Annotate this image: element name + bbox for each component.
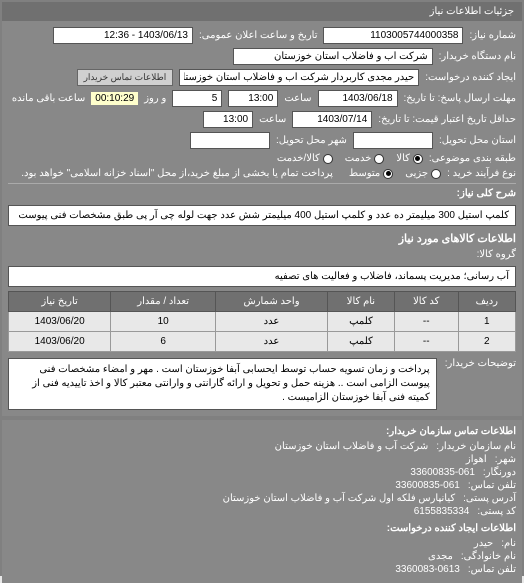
table-row: 1--کلمپعدد101403/06/20 <box>9 312 516 332</box>
table-row: 2--کلمپعدد61403/06/20 <box>9 332 516 352</box>
radio-icon <box>374 154 384 164</box>
radio-icon <box>413 154 423 164</box>
contact-fax-label: دورنگار: <box>483 467 516 478</box>
contact-phone-value: 33600835-061 <box>395 480 460 491</box>
validity-label: حداقل تاریخ اعتبار قیمت: تا تاریخ: <box>378 114 516 125</box>
contact-postal-label: کد پستی: <box>477 506 516 517</box>
purchase-note: پرداخت تمام یا بخشی از مبلغ خرید،از محل … <box>21 168 333 179</box>
goods-section-title: اطلاعات کالاهای مورد نیاز <box>8 232 516 245</box>
buyer-org-input[interactable] <box>233 48 433 65</box>
table-cell: 10 <box>111 312 216 332</box>
purchase-radio-medium[interactable]: متوسط <box>349 168 393 179</box>
table-cell: 1403/06/20 <box>9 312 111 332</box>
days-input[interactable] <box>172 90 222 107</box>
creator-name-value: حیدر <box>474 538 493 549</box>
purchase-type-label: نوع فرآیند خرید : <box>447 168 516 179</box>
buyer-note-label: توضیحات خریدار: <box>445 358 516 369</box>
table-cell: -- <box>394 312 458 332</box>
table-header: تاریخ نیاز <box>9 292 111 312</box>
remaining-label: ساعت باقی مانده <box>12 93 85 104</box>
contact-city-value: اهواز <box>466 454 487 465</box>
creator-section-title: اطلاعات ایجاد کننده درخواست: <box>8 523 516 534</box>
header-bar: جزئیات اطلاعات نیاز <box>2 2 522 21</box>
contact-phone-label: تلفن تماس: <box>468 480 516 491</box>
deadline-label: مهلت ارسال پاسخ: تا تاریخ: <box>404 93 516 104</box>
table-cell: کلمپ <box>327 312 394 332</box>
table-header: نام کالا <box>327 292 394 312</box>
table-cell: 6 <box>111 332 216 352</box>
table-cell: عدد <box>216 332 328 352</box>
announce-datetime-input[interactable] <box>53 27 193 44</box>
announce-label: تاریخ و ساعت اعلان عمومی: <box>199 30 318 41</box>
creator-name-label: نام: <box>501 538 516 549</box>
radio-icon <box>431 169 441 179</box>
contact-address-label: آدرس پستی: <box>463 493 516 504</box>
table-header: واحد شمارش <box>216 292 328 312</box>
creator-family-label: نام خانوادگی: <box>461 551 516 562</box>
deadline-time-input[interactable] <box>228 90 278 107</box>
table-cell: کلمپ <box>327 332 394 352</box>
creator-phone-value: 3360083-0613 <box>395 564 460 575</box>
packaging-radio-kala[interactable]: کالا <box>396 153 423 164</box>
table-header: ردیف <box>458 292 515 312</box>
packaging-label: طبقه بندی موضوعی: <box>429 153 516 164</box>
purchase-type-radio-group: جزیی متوسط <box>349 168 441 179</box>
requester-label: ایجاد کننده درخواست: <box>425 72 516 83</box>
packaging-radio-khedmat[interactable]: خدمت <box>345 153 385 164</box>
delivery-province-input[interactable] <box>353 132 433 149</box>
buyer-note-box: پرداخت و زمان تسویه حساب توسط ایحسابی آب… <box>8 358 437 410</box>
deadline-date-input[interactable] <box>318 90 398 107</box>
contact-postal-value: 6155835334 <box>414 506 470 517</box>
table-cell: عدد <box>216 312 328 332</box>
request-number-input[interactable] <box>323 27 463 44</box>
delivery-city-label: شهر محل تحویل: <box>276 135 347 146</box>
requester-input[interactable] <box>179 69 419 86</box>
contact-city-label: شهر: <box>495 454 516 465</box>
contact-info-button[interactable]: اطلاعات تماس خریدار <box>77 69 174 86</box>
contact-fax-value: 33600835-061 <box>410 467 475 478</box>
creator-phone-label: تلفن تماس: <box>468 564 516 575</box>
request-number-label: شماره نیاز: <box>469 30 516 41</box>
table-header-row: ردیف کد کالا نام کالا واحد شمارش تعداد /… <box>9 292 516 312</box>
days-label: و روز <box>144 93 166 104</box>
buyer-org-label: نام دستگاه خریدار: <box>439 51 516 62</box>
countdown-timer: 00:10:29 <box>91 92 138 105</box>
delivery-city-input[interactable] <box>190 132 270 149</box>
description-box: کلمپ استیل 300 میلیمتر ده عدد و کلمپ است… <box>8 205 516 226</box>
table-header: تعداد / مقدار <box>111 292 216 312</box>
validity-time-input[interactable] <box>203 111 253 128</box>
contact-address-value: کیانپارس فلکه اول شرکت آب و فاضلاب استان… <box>223 493 456 504</box>
packaging-radio-both[interactable]: کالا/خدمت <box>277 153 333 164</box>
table-cell: 1 <box>458 312 515 332</box>
time-label-2: ساعت <box>259 114 286 125</box>
packaging-radio-group: کالا خدمت کالا/خدمت <box>277 153 423 164</box>
radio-icon <box>383 169 393 179</box>
goods-group-box: آب رسانی؛ مدیریت پسماند، فاضلاب و فعالیت… <box>8 266 516 287</box>
header-title: جزئیات اطلاعات نیاز <box>430 6 514 17</box>
time-label-1: ساعت <box>284 93 311 104</box>
description-title-label: شرح کلی نیاز: <box>457 188 516 199</box>
radio-icon <box>323 154 333 164</box>
table-cell: -- <box>394 332 458 352</box>
purchase-radio-partial[interactable]: جزیی <box>405 168 441 179</box>
contact-org-value: شرکت آب و فاضلاب استان خوزستان <box>275 441 429 452</box>
delivery-province-label: استان محل تحویل: <box>439 135 516 146</box>
contact-org-label: نام سازمان خریدار: <box>436 441 516 452</box>
goods-group-label: گروه کالا: <box>477 249 516 260</box>
validity-date-input[interactable] <box>292 111 372 128</box>
table-cell: 1403/06/20 <box>9 332 111 352</box>
table-cell: 2 <box>458 332 515 352</box>
goods-table: ردیف کد کالا نام کالا واحد شمارش تعداد /… <box>8 291 516 352</box>
contact-section-title: اطلاعات تماس سازمان خریدار: <box>8 426 516 437</box>
table-header: کد کالا <box>394 292 458 312</box>
creator-family-value: مجدی <box>428 551 453 562</box>
